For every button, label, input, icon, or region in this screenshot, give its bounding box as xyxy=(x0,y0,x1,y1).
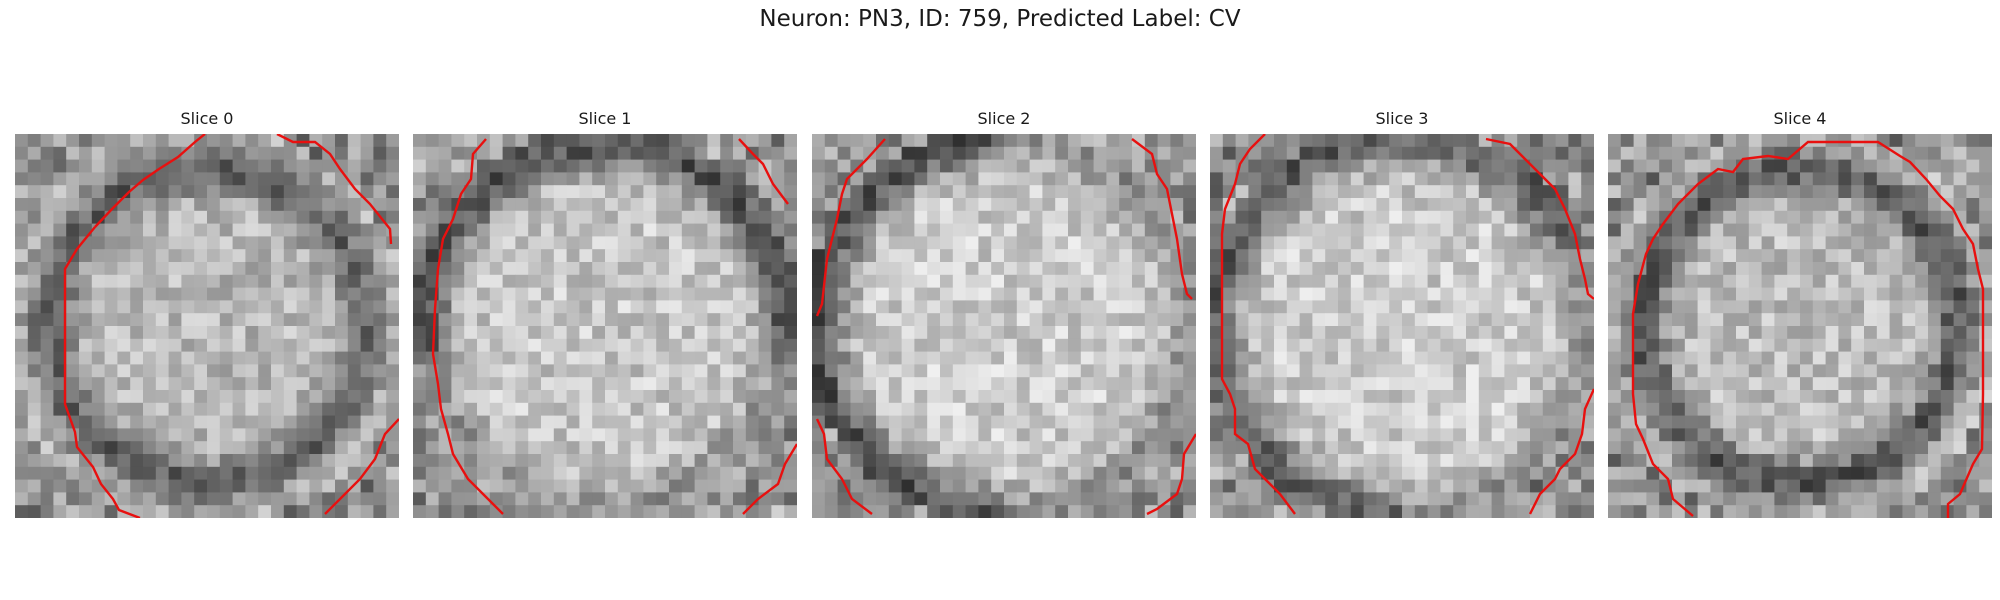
segmentation-contour xyxy=(94,134,206,228)
segmentation-contour xyxy=(742,443,797,515)
slice-panel-3: Slice 3 xyxy=(1210,108,1594,518)
slice-title-0: Slice 0 xyxy=(180,109,234,128)
slice-image-4 xyxy=(1608,134,1992,518)
slice-panel-1: Slice 1 xyxy=(413,108,797,518)
slice-image-1 xyxy=(413,134,797,518)
segmentation-contour xyxy=(1528,388,1594,515)
slice-panel-2: Slice 2 xyxy=(812,108,1196,518)
segmentation-contour xyxy=(276,134,393,245)
slice-panel-4: Slice 4 xyxy=(1608,108,1992,518)
segmentation-contour xyxy=(1485,137,1594,300)
slice-image-2 xyxy=(812,134,1196,518)
segmentation-contour xyxy=(1220,134,1296,515)
segmentation-contour xyxy=(324,418,399,515)
figure-title: Neuron: PN3, ID: 759, Predicted Label: C… xyxy=(759,6,1241,32)
segmentation-contour xyxy=(815,418,873,515)
slice-title-2: Slice 2 xyxy=(977,109,1031,128)
slice-image-0 xyxy=(15,134,399,518)
segmentation-contour xyxy=(63,226,141,518)
segmentation-contour xyxy=(738,138,789,205)
segmentation-contour xyxy=(815,138,886,317)
segmentation-contour xyxy=(1631,140,1985,518)
slice-title-4: Slice 4 xyxy=(1773,109,1827,128)
slice-title-1: Slice 1 xyxy=(578,109,632,128)
segmentation-contour xyxy=(1131,138,1193,300)
segmentation-contour xyxy=(431,138,504,515)
slice-panel-0: Slice 0 xyxy=(15,108,399,518)
slice-image-3 xyxy=(1210,134,1594,518)
segmentation-contour xyxy=(1146,433,1196,516)
slice-title-3: Slice 3 xyxy=(1375,109,1429,128)
